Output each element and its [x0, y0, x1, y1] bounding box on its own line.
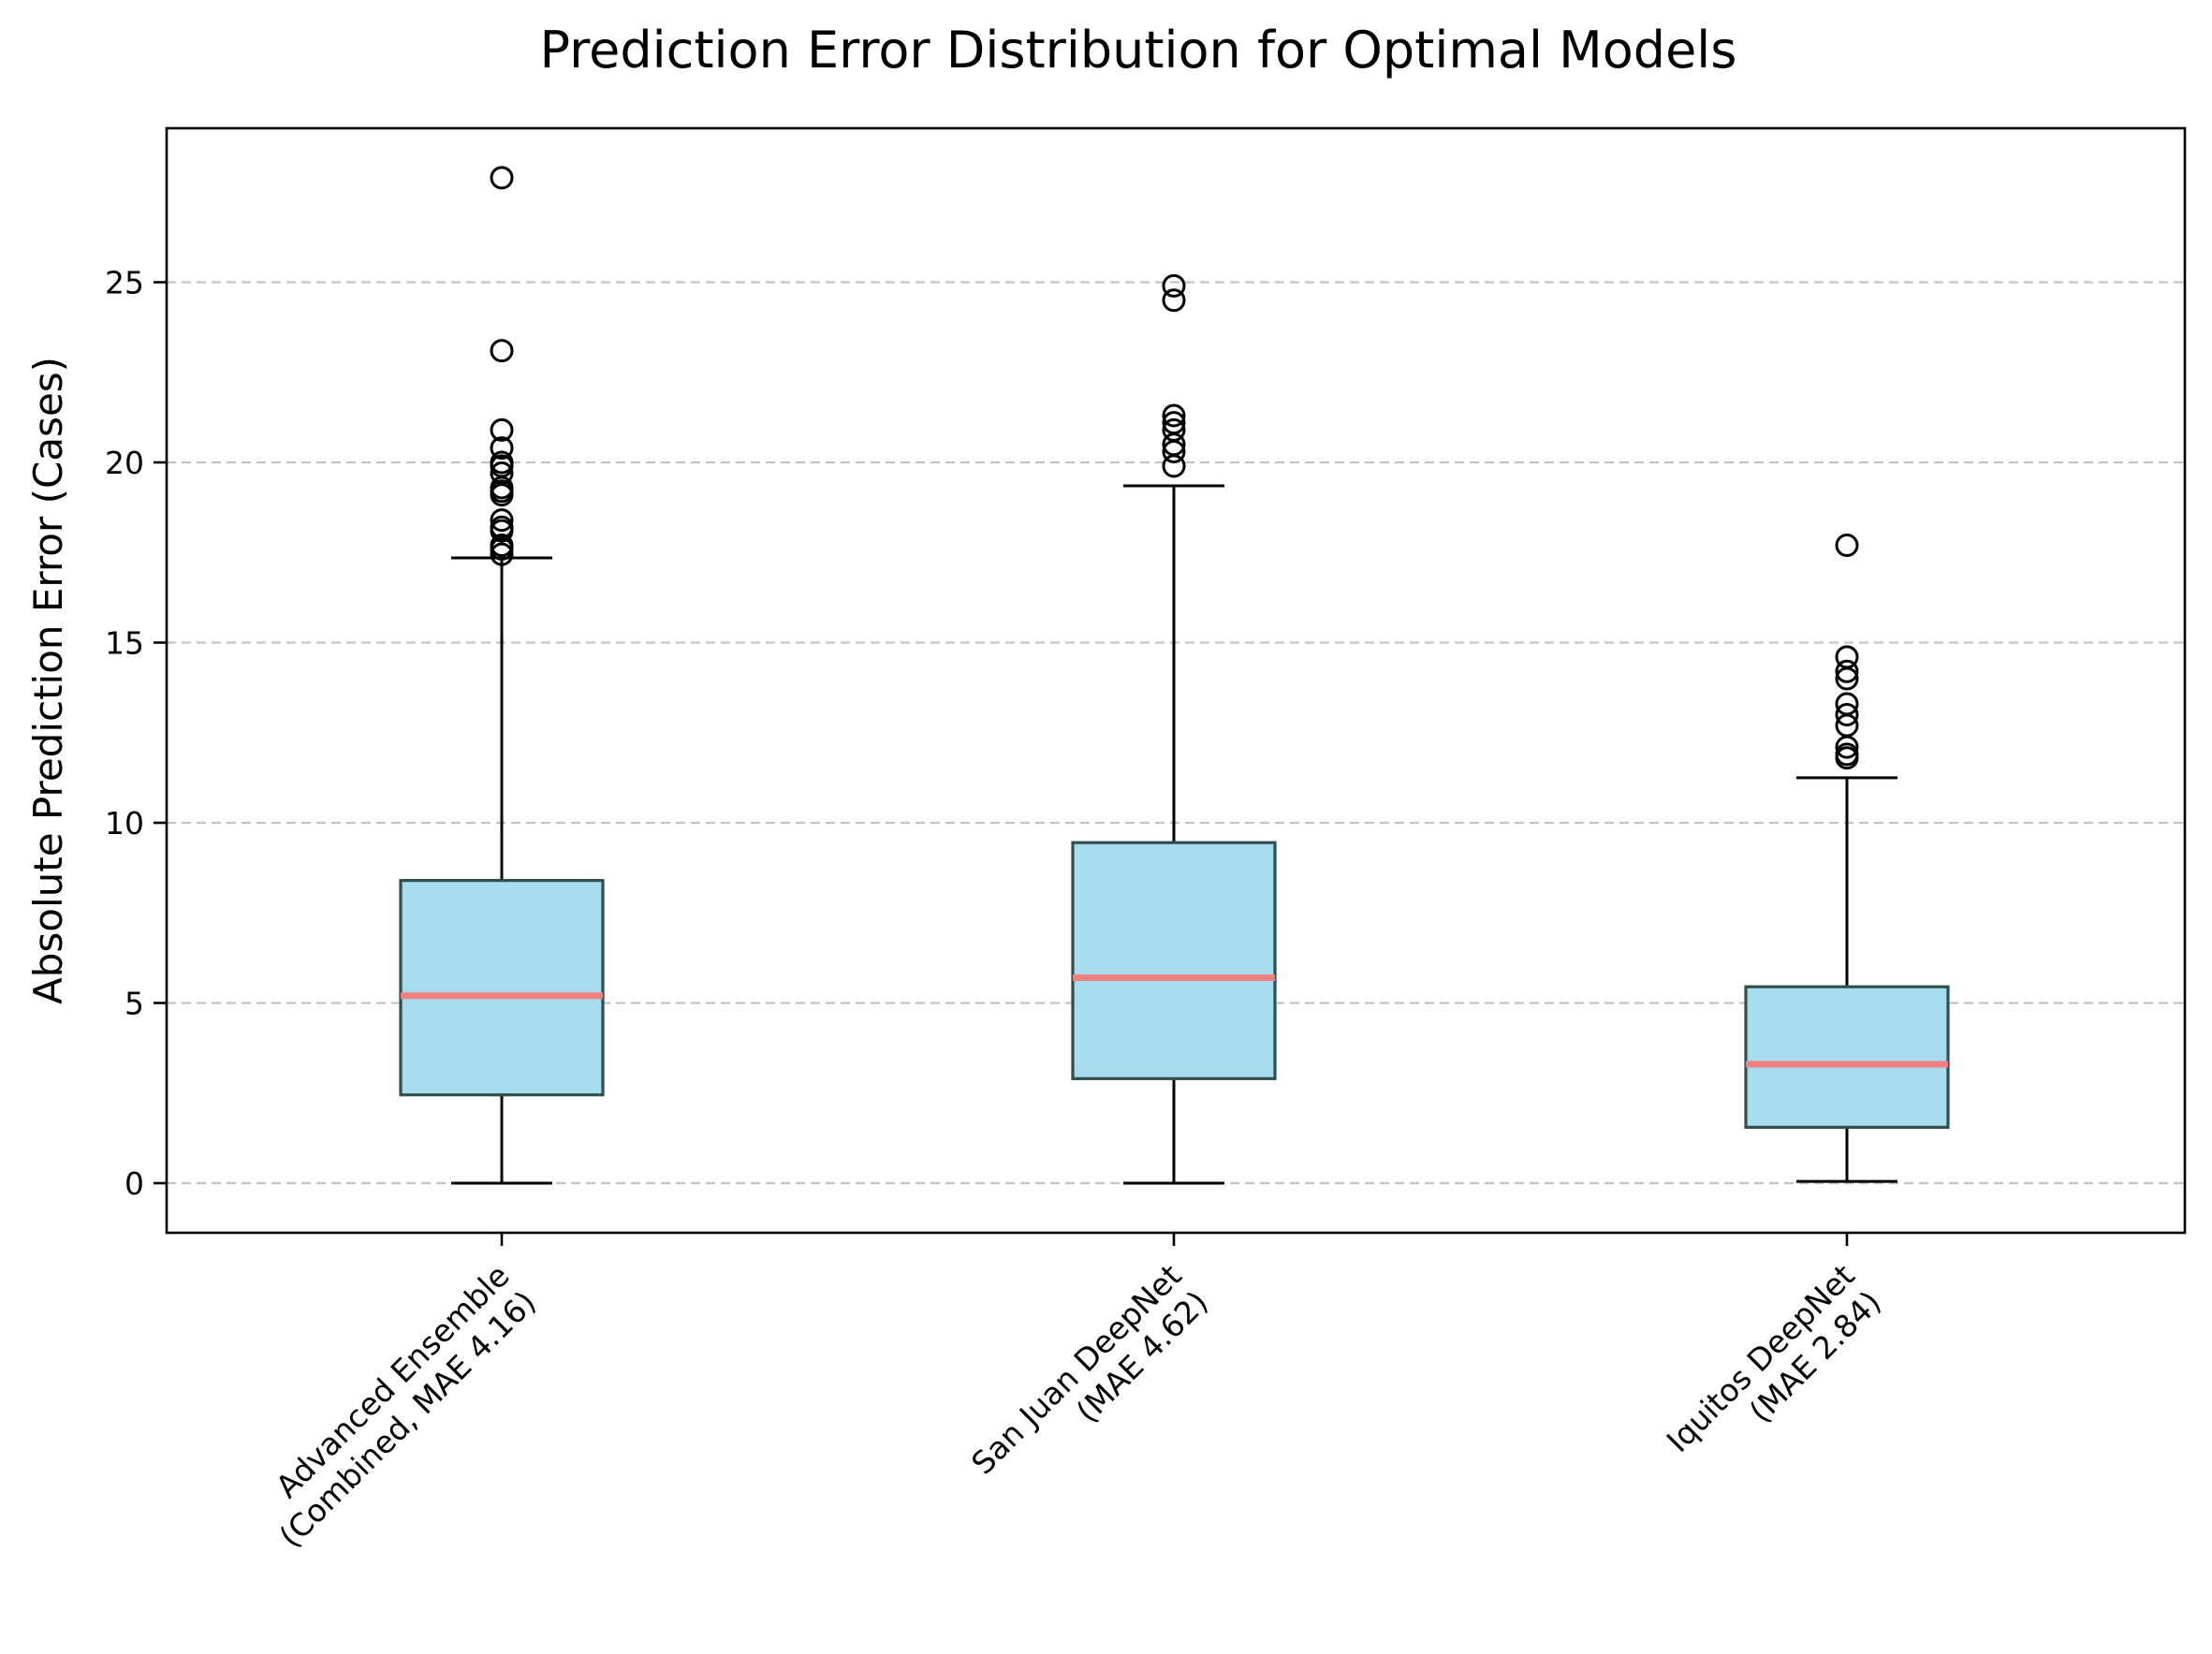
x-tick-label-line: (Combined, MAE 4.16)	[272, 1283, 543, 1554]
box-series	[399, 166, 1950, 1185]
x-tick-label-line: Advanced Ensemble	[269, 1257, 517, 1505]
iqr-box	[399, 878, 605, 1097]
iqr-box	[1071, 841, 1277, 1080]
y-axis-label: Absolute Prediction Error (Cases)	[25, 357, 71, 1004]
outlier-point	[1835, 534, 1859, 558]
y-tick-label: 15	[105, 625, 144, 662]
box-group	[399, 166, 605, 1185]
outlier-point	[490, 534, 514, 558]
outlier-point	[490, 166, 514, 190]
outlier-point	[1162, 288, 1186, 313]
y-tick-label: 10	[105, 805, 144, 842]
y-tick-label: 5	[125, 986, 144, 1022]
outlier-point	[1162, 417, 1186, 442]
plot-area-frame	[165, 126, 2187, 1235]
x-tick-label: Advanced Ensemble(Combined, MAE 4.16)	[245, 1257, 543, 1555]
outlier-point	[490, 436, 514, 461]
outlier-point	[1835, 692, 1859, 716]
chart-title: Prediction Error Distribution for Optima…	[540, 21, 1737, 80]
y-tick-label: 0	[125, 1165, 144, 1202]
outlier-point	[1162, 273, 1186, 298]
y-tick-label: 20	[105, 445, 144, 481]
outlier-point	[490, 339, 514, 363]
outlier-point	[1835, 703, 1859, 726]
outlier-point	[1835, 645, 1859, 669]
y-tick-label: 25	[105, 265, 144, 301]
y-axis-ticks: 0 5 10 15 20 25	[105, 265, 167, 1202]
outlier-point	[490, 461, 514, 486]
outlier-point	[1162, 411, 1186, 435]
box-group	[1071, 273, 1277, 1185]
outlier-point	[1835, 659, 1859, 683]
x-tick-label: San Juan DeepNet(MAE 4.62)	[964, 1257, 1215, 1508]
outlier-point	[1162, 403, 1186, 428]
outlier-point	[490, 417, 514, 442]
box-group	[1744, 534, 1950, 1183]
outlier-point	[490, 515, 514, 539]
x-axis-ticks: Advanced Ensemble(Combined, MAE 4.16) San…	[245, 1233, 1888, 1555]
outlier-point	[490, 508, 514, 533]
x-tick-label: Iquitos DeepNet(MAE 2.84)	[1660, 1257, 1888, 1486]
outlier-point	[490, 450, 514, 475]
iqr-box	[1744, 985, 1950, 1129]
outlier-point	[1835, 742, 1859, 767]
